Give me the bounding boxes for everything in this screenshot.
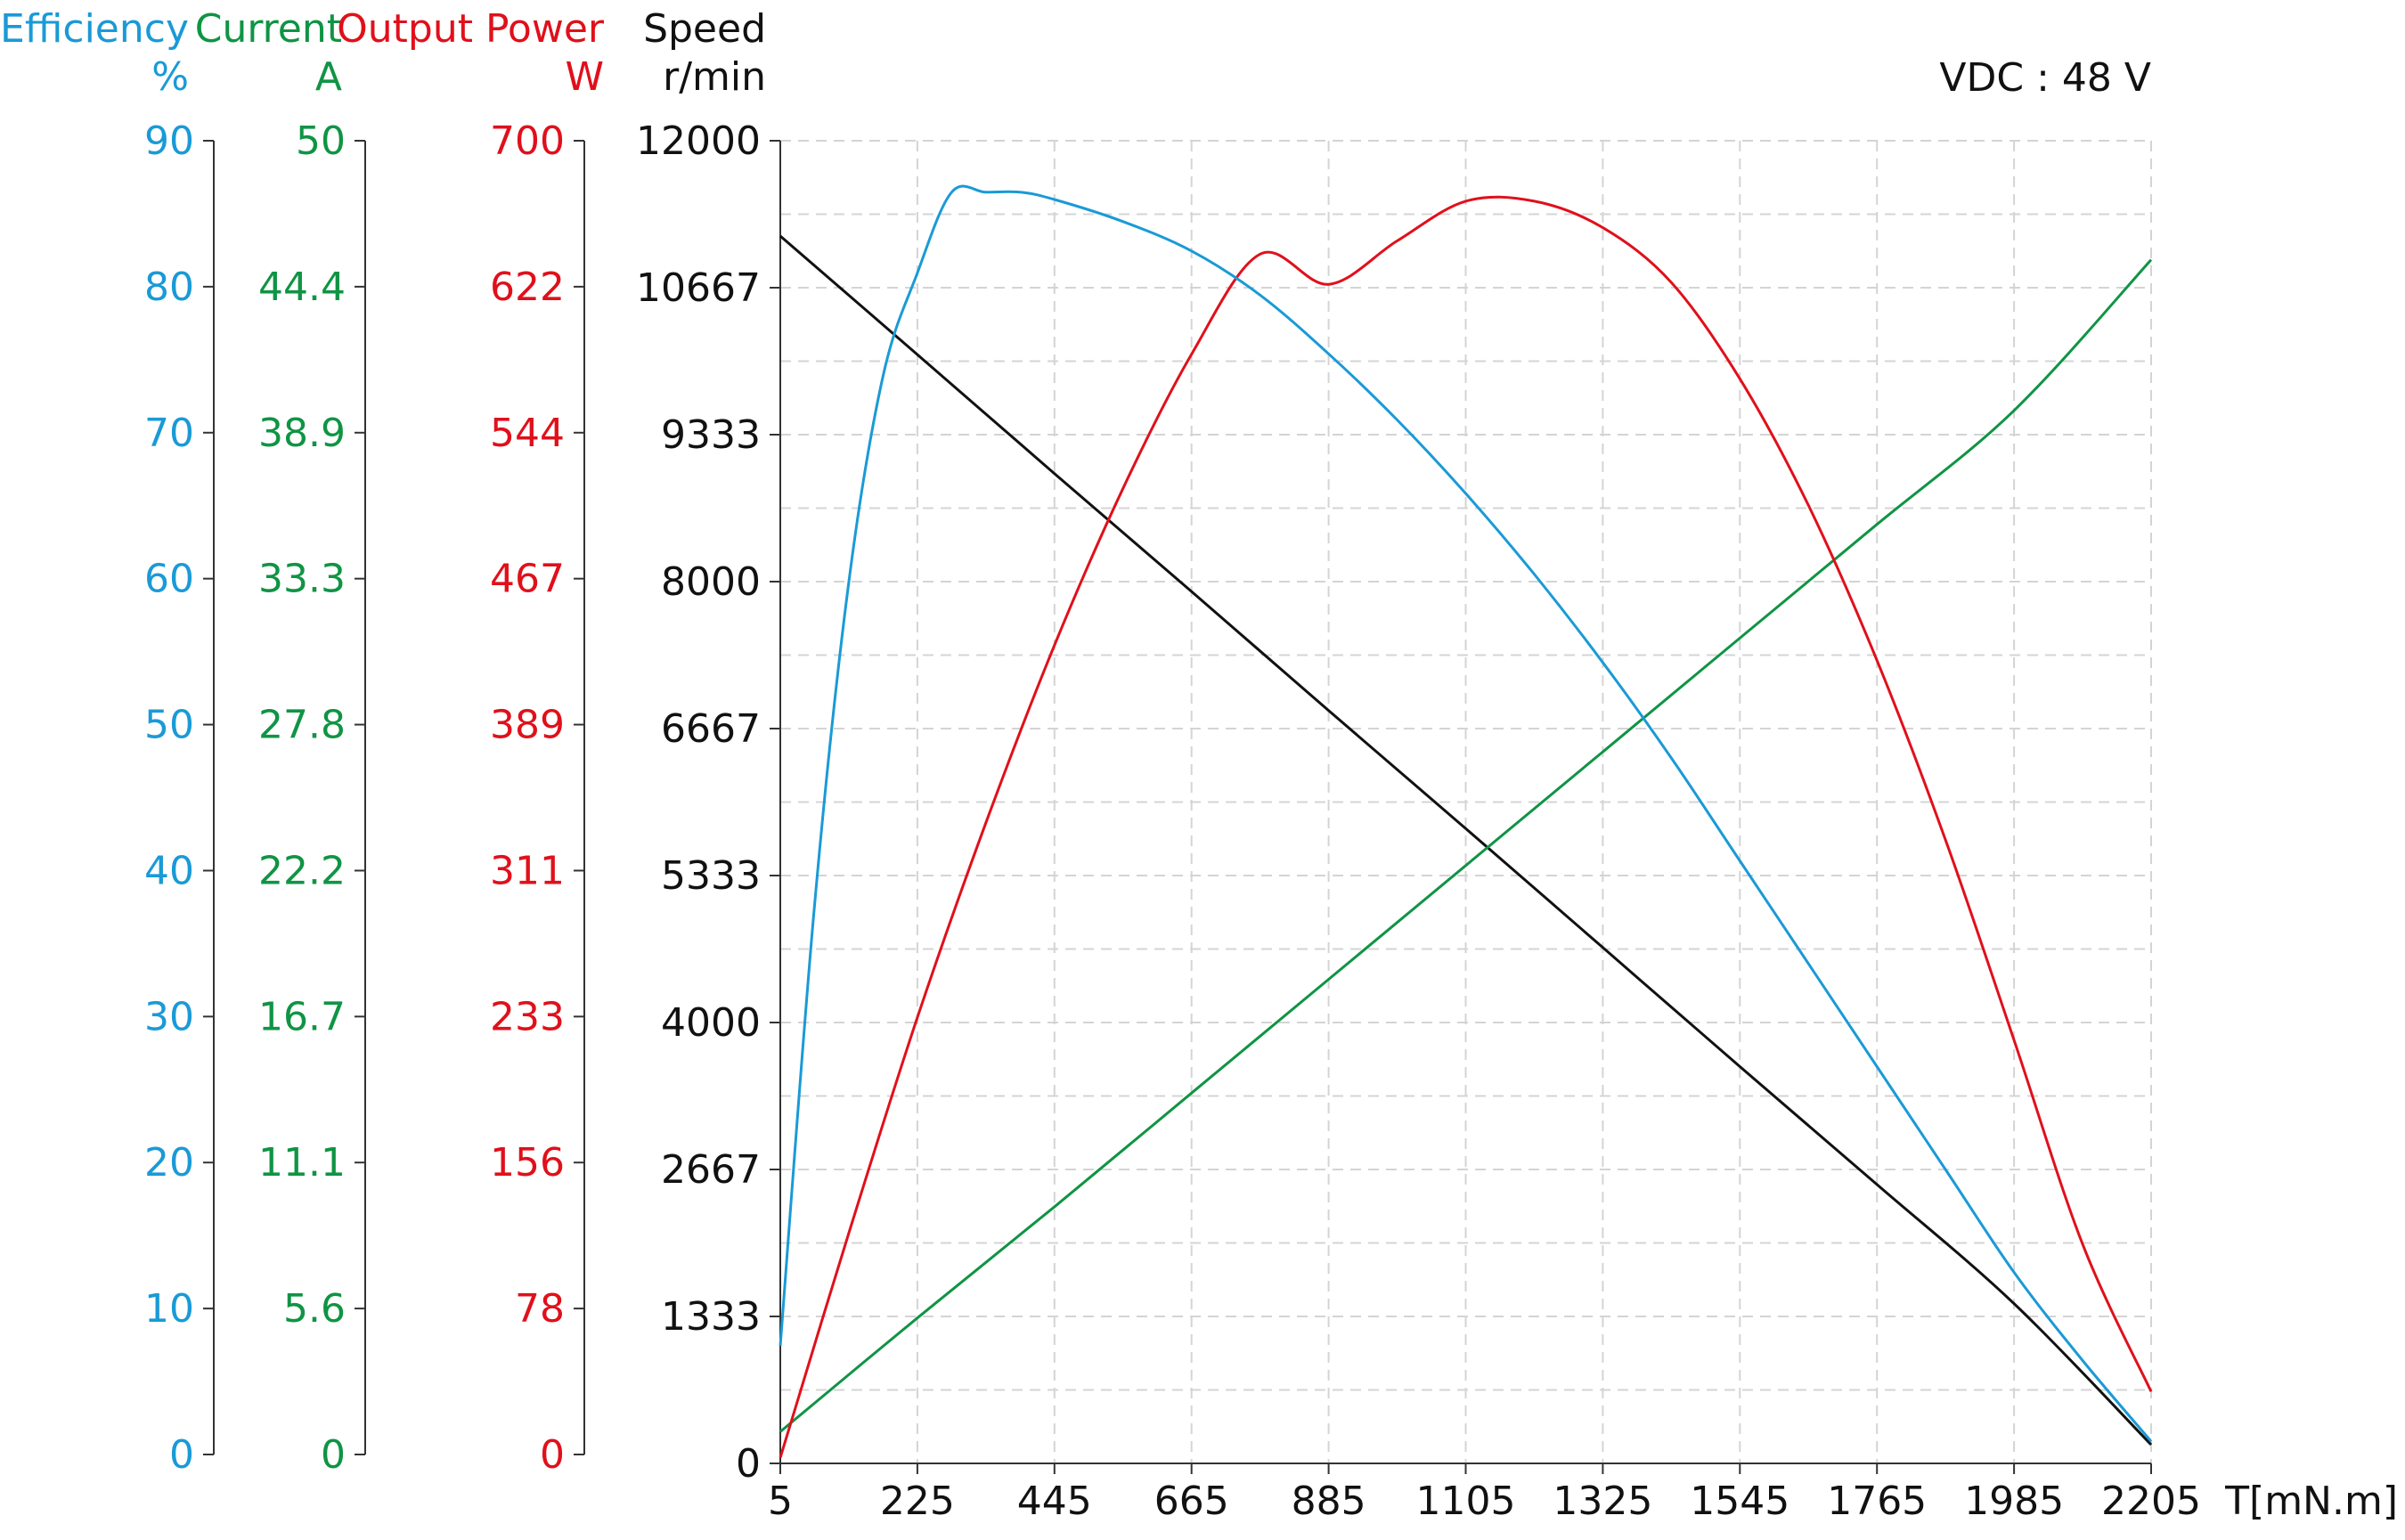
efficiency-axis-tick-label: 20	[144, 1140, 194, 1186]
x-axis-tick-label: 225	[880, 1479, 955, 1524]
speed-axis-unit: r/min	[663, 54, 766, 100]
efficiency-axis-tick-label: 0	[169, 1432, 194, 1478]
speed-axis-tick-label: 9333	[661, 412, 761, 458]
current-axis-tick-label: 5.6	[283, 1286, 346, 1332]
current-axis-tick-label: 33.3	[258, 557, 346, 602]
power-axis-tick-label: 544	[490, 411, 565, 456]
current-axis-tick-label: 50	[296, 118, 346, 164]
power-axis-tick-label: 233	[490, 994, 565, 1039]
efficiency-axis-tick-label: 40	[144, 848, 194, 893]
voltage-annotation: VDC : 48 V	[1939, 55, 2151, 101]
grid	[780, 140, 2152, 1463]
power-axis-tick-label: 467	[490, 557, 565, 602]
power-axis-tick-label: 700	[490, 118, 565, 164]
power-axis-tick-label: 156	[490, 1140, 565, 1186]
efficiency-axis-tick-label: 30	[144, 994, 194, 1039]
power-axis-tick-label: 311	[490, 848, 565, 893]
x-axis-tick-label: 5	[768, 1479, 793, 1524]
power-axis-unit: W	[565, 54, 604, 100]
current-axis-tick-label: 22.2	[258, 848, 346, 893]
current-axis-tick-label: 16.7	[258, 994, 346, 1039]
speed-axis-tick-label: 8000	[661, 559, 761, 605]
x-axis-tick-label: 2205	[2101, 1479, 2201, 1524]
efficiency-axis-unit: %	[151, 54, 189, 100]
efficiency-axis-tick-label: 50	[144, 703, 194, 748]
efficiency-axis-tick-label: 10	[144, 1286, 194, 1332]
x-axis-tick-label: 1985	[1964, 1479, 2064, 1524]
power-curve	[779, 195, 2153, 1459]
x-axis-tick-label: 1765	[1827, 1479, 1927, 1524]
x-axis-tick-label: 1545	[1690, 1479, 1789, 1524]
x-axis-tick-label: 445	[1017, 1479, 1092, 1524]
current-axis-tick-label: 38.9	[258, 411, 346, 456]
current-axis-unit: A	[315, 54, 342, 100]
current-axis-tick-label: 11.1	[258, 1140, 346, 1186]
speed-axis-tick-label: 6667	[661, 706, 761, 752]
current-axis-title: Current	[195, 6, 342, 52]
speed-axis-tick-label: 2667	[661, 1147, 761, 1193]
efficiency-curve	[779, 184, 2153, 1443]
speed-axis-tick-label: 5333	[661, 853, 761, 899]
efficiency-axis-tick-label: 90	[144, 118, 194, 164]
efficiency-axis-tick-label: 80	[144, 265, 194, 310]
power-axis-tick-label: 622	[490, 265, 565, 310]
efficiency-axis-tick-label: 70	[144, 411, 194, 456]
x-axis-title: T[mN.m]	[2224, 1479, 2398, 1524]
curves	[779, 184, 2153, 1459]
labels: 0102030405060708090Efficiency%05.611.116…	[0, 6, 2398, 1524]
current-axis-tick-label: 0	[321, 1432, 346, 1478]
speed-axis-tick-label: 10667	[636, 265, 761, 311]
speed-curve	[779, 234, 2153, 1446]
speed-axis-tick-label: 4000	[661, 1000, 761, 1046]
efficiency-axis-title: Efficiency	[0, 6, 189, 52]
x-axis-tick-label: 665	[1154, 1479, 1229, 1524]
x-axis-tick-label: 885	[1292, 1479, 1366, 1524]
speed-axis-tick-label: 1333	[661, 1294, 761, 1340]
power-axis-tick-label: 0	[540, 1432, 565, 1478]
current-axis-tick-label: 27.8	[258, 703, 346, 748]
speed-axis-title: Speed	[643, 6, 766, 52]
current-axis-tick-label: 44.4	[258, 265, 346, 310]
efficiency-axis-tick-label: 60	[144, 557, 194, 602]
x-axis-tick-label: 1325	[1553, 1479, 1652, 1524]
x-axis-tick-label: 1105	[1416, 1479, 1516, 1524]
current-curve	[779, 258, 2153, 1433]
speed-axis-tick-label: 0	[736, 1441, 761, 1487]
power-axis-tick-label: 389	[490, 703, 565, 748]
axes	[203, 140, 2152, 1474]
speed-axis-tick-label: 12000	[636, 118, 761, 164]
power-axis-title: Output Power	[337, 6, 605, 52]
power-axis-tick-label: 78	[515, 1286, 565, 1332]
